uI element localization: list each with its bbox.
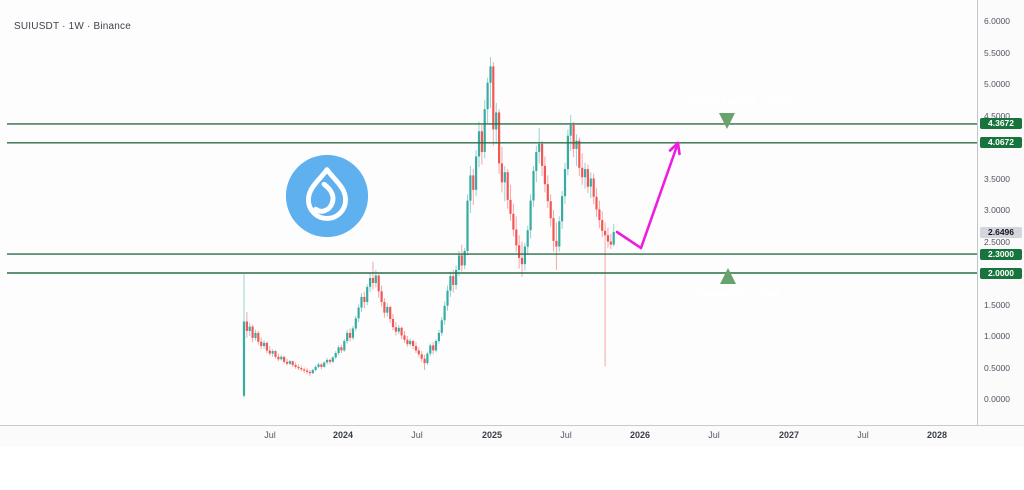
support-zone-text: SUPPORT ZONE — [696, 289, 783, 301]
price-tick: 1.0000 — [984, 331, 1010, 341]
price-tick: 0.0000 — [984, 394, 1010, 404]
sui-coin-logo — [285, 154, 369, 238]
footer-bar: TradingView — [0, 447, 1024, 490]
price-tick: 6.0000 — [984, 16, 1010, 26]
time-tick: Jul — [264, 430, 276, 440]
resistance-pill-tail-down-icon — [719, 113, 735, 129]
support-pill-tail-up-icon — [720, 268, 736, 284]
price-axis[interactable]: 6.0000 5.5000 5.0000 4.5000 3.5000 3.0000 2.50… — [977, 0, 1024, 446]
time-tick: Jul — [857, 430, 869, 440]
resistance-zone-label: RESISTANCE ZONE — [676, 91, 803, 129]
symbol-title: SUIUSDT · 1W · Binance — [14, 21, 132, 32]
chart-plot-area[interactable]: SUIUSDT · 1W · Binance RESISTANCE ZONE S… — [0, 0, 977, 425]
time-tick: 2027 — [778, 430, 800, 440]
price-tick: 5.5000 — [984, 47, 1010, 58]
support-zone-label: SUPPORT ZONE — [684, 268, 794, 307]
price-tick: 1.5000 — [984, 299, 1010, 310]
price-tick: 3.5000 — [984, 173, 1010, 184]
time-tick: Jul — [560, 430, 572, 440]
level-price-label: 2.0000 — [980, 267, 1022, 279]
price-tick: 3.0000 — [984, 205, 1010, 215]
level-price-label: 4.0672 — [980, 137, 1022, 149]
level-price-label: 2.3000 — [980, 248, 1022, 260]
level-price-label: 4.3672 — [980, 118, 1022, 130]
price-tick: 0.5000 — [984, 362, 1010, 373]
time-tick: 2024 — [332, 430, 354, 440]
price-tick: 2.5000 — [984, 236, 1010, 247]
last-price-label: 2.6496 — [980, 226, 1022, 238]
time-tick: Jul — [411, 430, 423, 440]
time-axis[interactable]: Jul 2024 Jul 2025 Jul 2026 Jul 2027 Jul 2028 — [0, 425, 1024, 448]
price-tick: 4.5000 — [984, 110, 1010, 121]
time-tick: 2026 — [629, 430, 651, 440]
time-tick: 2028 — [926, 430, 948, 440]
candlestick-plot — [7, 56, 977, 398]
time-tick: Jul — [708, 430, 720, 440]
price-tick: 5.0000 — [984, 79, 1010, 89]
resistance-zone-text: RESISTANCE ZONE — [688, 96, 792, 108]
time-tick: 2025 — [481, 430, 503, 440]
